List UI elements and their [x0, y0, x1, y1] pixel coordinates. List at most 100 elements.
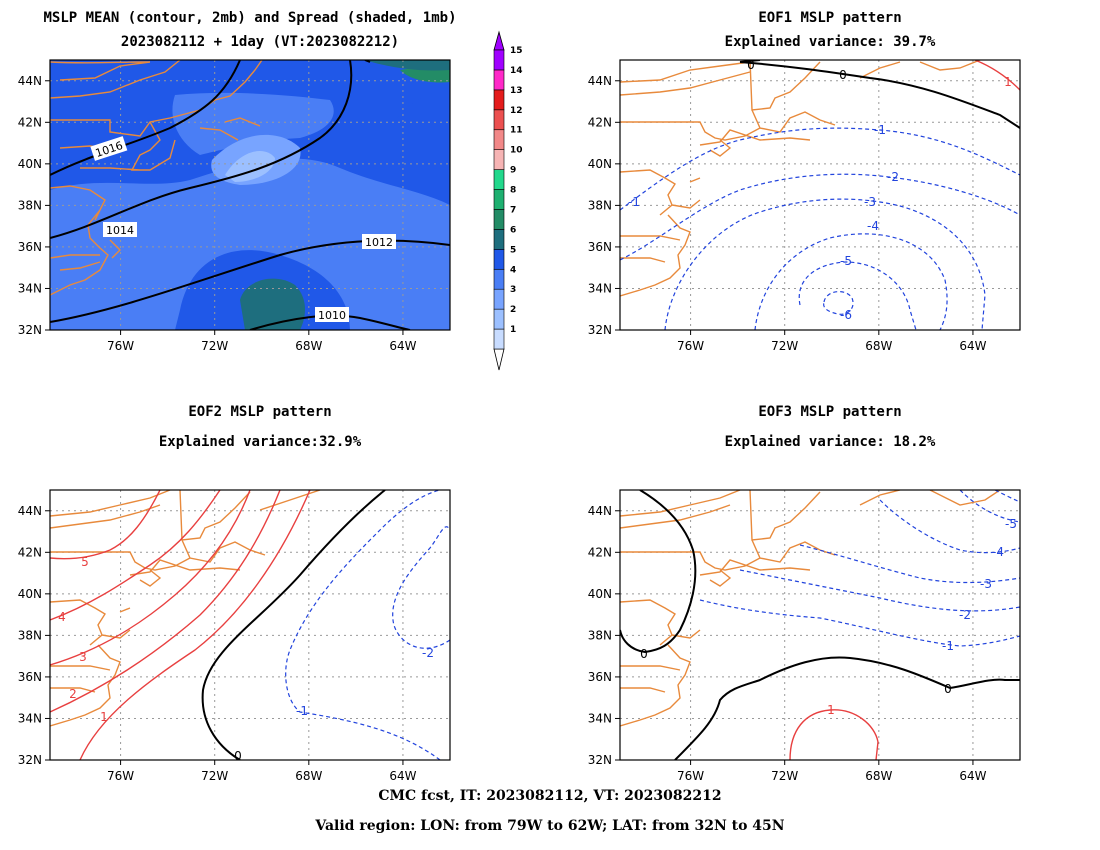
contour-0-south [674, 656, 1020, 760]
y-tick-label: 44N [18, 504, 42, 518]
label-neg4: -4 [867, 219, 879, 233]
y-tick-label: 40N [588, 157, 612, 171]
label-0-east: 0 [944, 682, 952, 696]
y-tick-label: 34N [588, 711, 612, 725]
contour-neg2 [392, 526, 450, 649]
x-tick-label: 72W [201, 339, 228, 353]
colorbar-swatch [493, 328, 505, 350]
y-tick-label: 32N [18, 753, 42, 767]
colorbar-swatch [493, 169, 505, 190]
x-tick-label: 64W [959, 769, 986, 783]
colorbar-swatch [493, 189, 505, 210]
contour-0-west [620, 490, 697, 654]
y-tick-label: 40N [18, 587, 42, 601]
axes-eof3: 76W 72W 68W 64W 44N 42N 40N 38N 36N 34N 32N [588, 504, 987, 783]
contour-neg1 [699, 599, 1020, 647]
frame-mean [49, 59, 451, 331]
contour-neg5 [798, 261, 917, 330]
label-neg3: -3 [864, 195, 876, 209]
label-neg1-west: -1 [628, 195, 640, 209]
contour-pos1 [974, 60, 1020, 91]
y-tick-label: 42N [588, 115, 612, 129]
axes-eof2: 76W 72W 68W 64W 44N 42N 40N 38N 36N 34N 32N [18, 504, 417, 783]
contour-labels-eof3: 0 0 1 -1 -2 -3 -4 -5 [640, 517, 1017, 717]
svg-text:1012: 1012 [365, 236, 393, 249]
panel-title-eof1-line1: EOF1 MSLP pattern [758, 10, 902, 26]
y-tick-label: 42N [588, 545, 612, 559]
contour-pos5 [50, 490, 161, 560]
y-tick-label: 34N [18, 281, 42, 295]
isobar-labels-mean: 1016 1014 1012 1010 [90, 136, 396, 322]
contour-neg2 [739, 569, 1020, 612]
axes-eof1: 76W 72W 68W 64W 44N 42N 40N 38N 36N 34N 32N [588, 74, 987, 353]
label-pos5: 5 [81, 555, 89, 569]
x-tick-label: 72W [771, 339, 798, 353]
y-tick-label: 44N [18, 74, 42, 88]
contour-pos2 [50, 490, 281, 713]
contour-pos3 [50, 490, 251, 666]
x-tick-label: 76W [107, 339, 134, 353]
panel-title-mean-line2: 2023082112 + 1day (VT:2023082212) [120, 34, 400, 50]
frame-eof3 [619, 489, 1021, 761]
label-neg3: -3 [980, 577, 992, 591]
y-tick-label: 34N [18, 711, 42, 725]
y-tick-label: 42N [18, 115, 42, 129]
x-tick-label: 68W [865, 769, 892, 783]
colorbar-swatch [493, 129, 505, 150]
colorbar-swatch [493, 209, 505, 230]
y-tick-label: 32N [18, 323, 42, 337]
contour-neg3 [664, 198, 986, 330]
colorbar-label: 2 [510, 305, 516, 315]
label-neg5: -5 [840, 254, 852, 268]
colorbar-swatch [493, 109, 505, 131]
axes-mean: 76W 72W 68W 64W 44N 42N 40N 38N 36N 34N 32N [18, 74, 417, 353]
contour-pos1 [79, 490, 311, 760]
contours-eof2 [50, 490, 450, 760]
colorbar-label: 6 [510, 225, 516, 235]
x-tick-label: 72W [771, 769, 798, 783]
label-neg1-east: -1 [874, 123, 886, 137]
label-0-west: 0 [747, 58, 755, 72]
panel-mean: 1016 1014 1012 1010 76W 72W 68W 64W 44N 42N 40… [18, 59, 451, 353]
colorbar-label: 12 [510, 106, 523, 116]
coastline-mean [50, 60, 263, 296]
x-tick-label: 72W [201, 769, 228, 783]
contour-pos1 [789, 709, 879, 760]
spread-level-6 [240, 278, 305, 330]
label-0-west: 0 [640, 647, 648, 661]
y-tick-label: 36N [588, 240, 612, 254]
label-neg1: -1 [296, 704, 308, 718]
colorbar-label: 8 [510, 186, 516, 196]
contour-0 [201, 490, 386, 760]
y-tick-label: 40N [588, 587, 612, 601]
isobar-1012 [50, 239, 450, 323]
label-pos4: 4 [58, 610, 66, 624]
label-neg2: -2 [887, 170, 899, 184]
colorbar-label: 10 [510, 146, 523, 156]
colorbar-label: 15 [510, 46, 523, 56]
label-neg1: -1 [942, 639, 954, 653]
y-tick-label: 44N [588, 504, 612, 518]
colorbar-label: 4 [510, 265, 516, 275]
coast-eof1 [620, 60, 981, 297]
footer-line2: Valid region: LON: from 79W to 62W; LAT:… [315, 818, 785, 834]
contours-eof1 [620, 60, 1020, 330]
coast-eof2 [50, 490, 321, 727]
svg-text:1014: 1014 [106, 224, 134, 237]
label-pos3: 3 [79, 650, 87, 664]
label-pos1: 1 [827, 703, 835, 717]
x-tick-label: 68W [295, 769, 322, 783]
contour-neg1 [285, 490, 441, 760]
spread-shading [50, 60, 450, 330]
panel-eof1: 0 0 1 -1 -1 -2 -3 -4 -5 -6 76W 72W 68W 64W 4… [588, 58, 1021, 353]
panel-eof2: 5 4 3 2 1 0 -1 -2 76W 72W 68W 64W 44N 42N 40N 3… [18, 489, 451, 783]
colorbar-label: 5 [510, 245, 516, 255]
coastline-eof2 [50, 490, 321, 727]
colorbar-top-arrow [493, 30, 505, 51]
colorbar-label: 14 [510, 66, 523, 76]
contour-pos4 [50, 490, 221, 621]
colorbar-label: 13 [510, 86, 523, 96]
label-neg6: -6 [840, 308, 852, 322]
y-tick-label: 36N [18, 670, 42, 684]
x-tick-label: 64W [389, 769, 416, 783]
